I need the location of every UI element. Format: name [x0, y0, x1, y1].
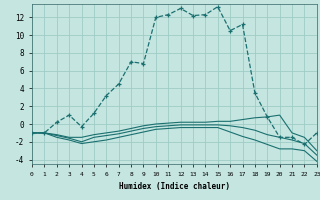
X-axis label: Humidex (Indice chaleur): Humidex (Indice chaleur) [119, 182, 230, 191]
